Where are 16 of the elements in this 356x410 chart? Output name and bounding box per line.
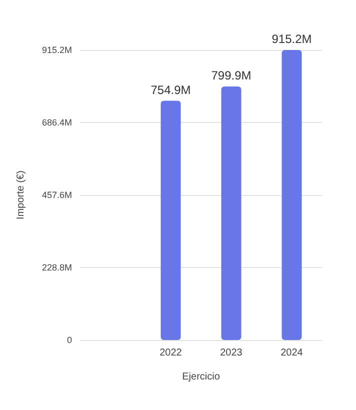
data-label: 799.9M xyxy=(211,68,252,83)
y-tick-label: 686.4M xyxy=(42,118,72,128)
x-tick-label: 2024 xyxy=(280,348,304,358)
y-tick-label: 0 xyxy=(66,335,72,345)
data-label: 754.9M xyxy=(150,82,191,97)
y-tick-label: 457.6M xyxy=(42,190,72,200)
data-label: 915.2M xyxy=(272,32,312,46)
x-tick-label: 2022 xyxy=(160,348,182,358)
bar xyxy=(221,86,242,340)
x-axis-title: Ejercicio xyxy=(182,372,220,382)
bar xyxy=(160,100,181,340)
y-axis-title: Importe (€) xyxy=(16,170,26,220)
y-tick-label: 228.8M xyxy=(42,262,72,272)
bar xyxy=(282,50,302,340)
y-tick-label: 915.2M xyxy=(42,45,72,55)
x-tick-label: 2023 xyxy=(220,348,243,358)
